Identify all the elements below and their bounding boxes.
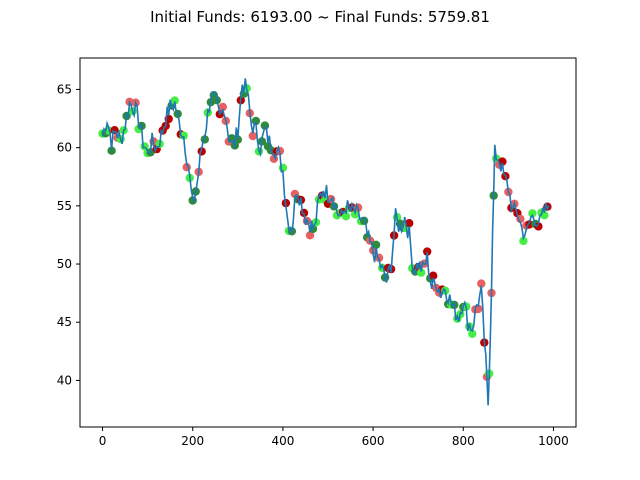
plot-area xyxy=(98,78,552,406)
trade-marker xyxy=(498,157,507,166)
trade-marker xyxy=(107,146,116,155)
y-tick-label: 50 xyxy=(57,257,72,271)
y-tick-label: 60 xyxy=(57,141,72,155)
y-axis: 40 45 50 55 60 65 xyxy=(57,82,80,387)
trade-marker xyxy=(405,219,414,228)
y-tick-label: 65 xyxy=(57,82,72,96)
trade-marker xyxy=(417,268,426,277)
axes-frame xyxy=(79,57,577,428)
price-line xyxy=(101,78,550,406)
x-tick-label: 600 xyxy=(362,434,385,448)
trade-marker xyxy=(528,209,537,218)
trade-marker xyxy=(218,102,227,112)
trade-marker xyxy=(305,231,315,240)
trade-marker xyxy=(371,240,381,249)
trade-marker xyxy=(248,131,257,141)
trade-marker xyxy=(429,271,438,280)
trade-marker xyxy=(341,212,351,221)
x-tick-label: 800 xyxy=(452,434,475,448)
trade-marker xyxy=(534,222,543,231)
y-tick-label: 40 xyxy=(57,373,72,387)
chart-title: Initial Funds: 6193.00 ~ Final Funds: 57… xyxy=(150,8,490,26)
x-tick-label: 1000 xyxy=(538,434,569,448)
y-tick-label: 45 xyxy=(57,315,72,329)
x-tick-label: 0 xyxy=(99,434,107,448)
y-tick-label: 55 xyxy=(57,199,72,213)
trade-marker xyxy=(519,236,528,246)
x-tick-label: 400 xyxy=(271,434,294,448)
x-tick-label: 200 xyxy=(181,434,204,448)
trade-marker xyxy=(468,329,477,338)
x-axis: 0 200 400 600 800 1000 xyxy=(99,427,569,448)
trade-marker xyxy=(170,96,179,105)
trade-marker xyxy=(423,247,432,256)
trade-marker xyxy=(477,279,486,288)
